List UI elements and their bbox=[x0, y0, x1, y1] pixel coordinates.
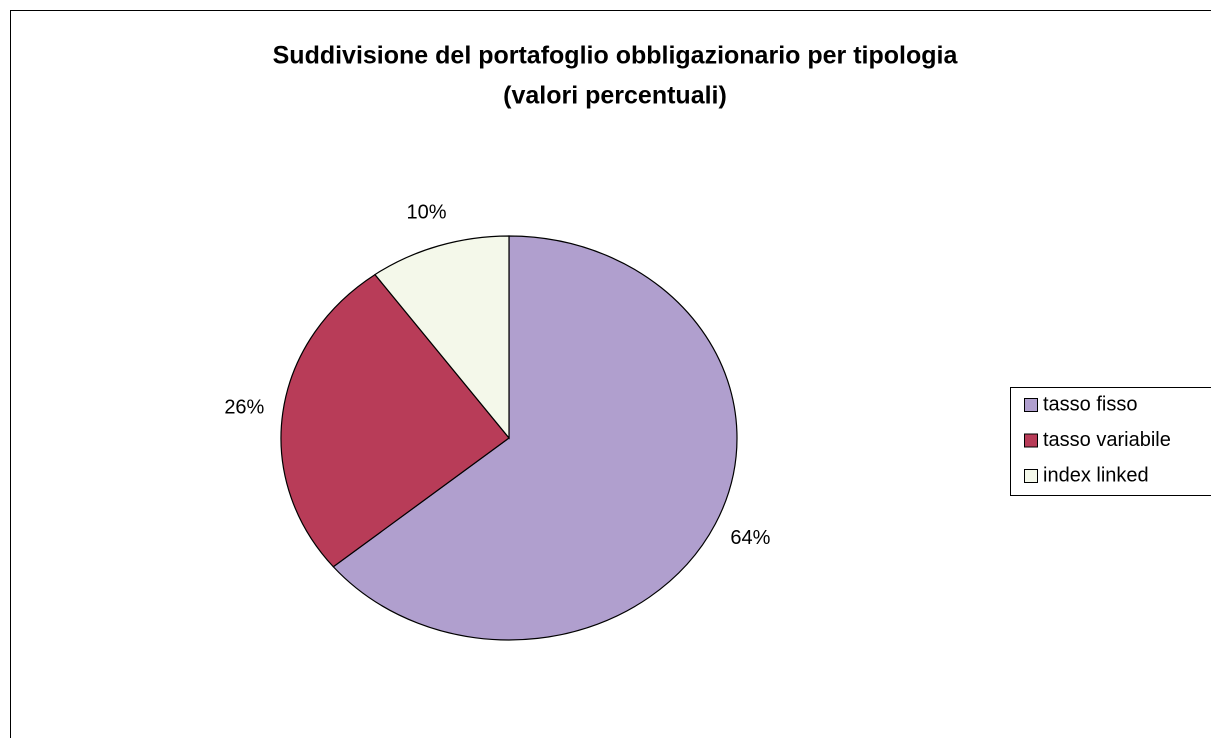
legend-swatch bbox=[1024, 433, 1038, 448]
pie-slice bbox=[280, 273, 510, 568]
legend-swatch bbox=[1024, 398, 1038, 412]
legend-label: tasso variabile bbox=[1043, 429, 1171, 451]
pie-slice bbox=[374, 235, 510, 440]
legend-box bbox=[1010, 387, 1211, 496]
data-label: 10% bbox=[407, 202, 447, 224]
data-label: 64% bbox=[730, 527, 770, 549]
data-label: 26% bbox=[224, 397, 264, 419]
pie-slice bbox=[332, 235, 738, 641]
legend-label: tasso fisso bbox=[1043, 393, 1137, 415]
legend-label: index linked bbox=[1043, 464, 1149, 486]
chart-title: Suddivisione del portafoglio obbligazion… bbox=[273, 42, 959, 70]
legend-swatch bbox=[1024, 469, 1038, 483]
chart-subtitle: (valori percentuali) bbox=[503, 82, 727, 110]
